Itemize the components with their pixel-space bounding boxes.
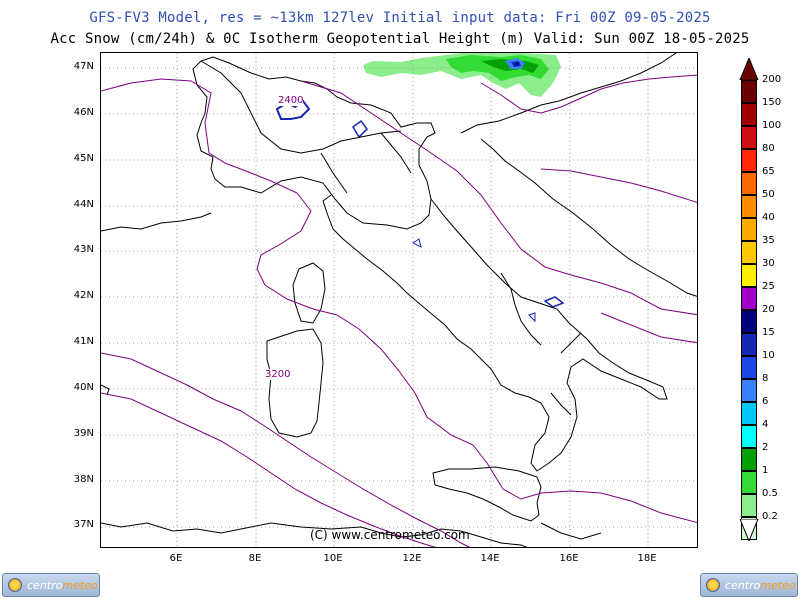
title-model: GFS-FV3 Model, res = ~13km 127lev Initia… bbox=[89, 10, 711, 26]
lon-label: 8E bbox=[248, 553, 262, 564]
logo-globe-icon bbox=[8, 578, 22, 592]
lat-label: 45N bbox=[73, 153, 94, 164]
legend-label: 10 bbox=[762, 350, 775, 361]
contour-label-3200: 3200 bbox=[265, 369, 291, 380]
legend-label: 2 bbox=[762, 442, 769, 453]
legend-label: 150 bbox=[762, 97, 782, 108]
legend-swatch bbox=[741, 149, 757, 172]
lat-label: 46N bbox=[73, 107, 94, 118]
legend-label: 25 bbox=[762, 281, 775, 292]
copyright-text: (C) www.centrometeo.com bbox=[310, 528, 470, 542]
legend-swatch bbox=[741, 80, 757, 103]
legend-label: 8 bbox=[762, 373, 769, 384]
legend-label: 50 bbox=[762, 189, 775, 200]
legend-swatch bbox=[741, 333, 757, 356]
logo-right: centrometeo bbox=[700, 573, 798, 597]
lon-label: 14E bbox=[480, 553, 500, 564]
lon-label: 10E bbox=[323, 553, 343, 564]
legend-swatch bbox=[741, 356, 757, 379]
legend-arrow-bottom bbox=[739, 519, 759, 541]
legend-label: 80 bbox=[762, 143, 775, 154]
legend-swatch bbox=[741, 448, 757, 471]
legend-swatch bbox=[741, 195, 757, 218]
isotherm-contours bbox=[101, 74, 697, 547]
legend-swatch bbox=[741, 379, 757, 402]
legend-swatch bbox=[741, 241, 757, 264]
coastlines bbox=[101, 53, 697, 547]
legend-arrow-top bbox=[739, 58, 759, 80]
legend-swatch bbox=[741, 218, 757, 241]
legend-swatch bbox=[741, 494, 757, 517]
map-panel: 2400 3200 bbox=[100, 52, 698, 548]
legend-label: 4 bbox=[762, 419, 769, 430]
legend-swatch bbox=[741, 264, 757, 287]
map-svg bbox=[101, 53, 697, 547]
legend-label: 0.2 bbox=[762, 511, 778, 522]
logo-globe-icon bbox=[706, 578, 720, 592]
legend-label: 15 bbox=[762, 327, 775, 338]
legend-swatch bbox=[741, 172, 757, 195]
legend-label: 40 bbox=[762, 212, 775, 223]
legend-swatch bbox=[741, 425, 757, 448]
lat-label: 44N bbox=[73, 199, 94, 210]
legend-label: 0.5 bbox=[762, 488, 778, 499]
legend-swatch bbox=[741, 103, 757, 126]
snow-area bbox=[275, 53, 565, 323]
legend-swatch bbox=[741, 471, 757, 494]
lat-label: 47N bbox=[73, 61, 94, 72]
lat-label: 39N bbox=[73, 428, 94, 439]
title-field: Acc Snow (cm/24h) & 0C Isotherm Geopoten… bbox=[50, 31, 750, 47]
legend-swatch bbox=[741, 310, 757, 333]
lon-label: 6E bbox=[169, 553, 183, 564]
legend-label: 6 bbox=[762, 396, 769, 407]
lat-label: 38N bbox=[73, 474, 94, 485]
legend-label: 20 bbox=[762, 304, 775, 315]
lon-label: 16E bbox=[559, 553, 579, 564]
lat-label: 37N bbox=[73, 519, 94, 530]
legend-swatch bbox=[741, 287, 757, 310]
legend-label: 200 bbox=[762, 74, 782, 85]
graticule bbox=[101, 53, 697, 547]
lon-label: 12E bbox=[402, 553, 422, 564]
legend-swatch bbox=[741, 402, 757, 425]
legend-label: 35 bbox=[762, 235, 775, 246]
lat-label: 43N bbox=[73, 244, 94, 255]
lat-label: 40N bbox=[73, 382, 94, 393]
lon-label: 18E bbox=[637, 553, 657, 564]
legend-label: 1 bbox=[762, 465, 769, 476]
legend-label: 65 bbox=[762, 166, 775, 177]
lat-label: 41N bbox=[73, 336, 94, 347]
logo-left: centrometeo bbox=[2, 573, 100, 597]
legend-label: 100 bbox=[762, 120, 782, 131]
legend-swatch bbox=[741, 126, 757, 149]
lat-label: 42N bbox=[73, 290, 94, 301]
contour-label-2400: 2400 bbox=[278, 95, 304, 106]
legend-label: 30 bbox=[762, 258, 775, 269]
